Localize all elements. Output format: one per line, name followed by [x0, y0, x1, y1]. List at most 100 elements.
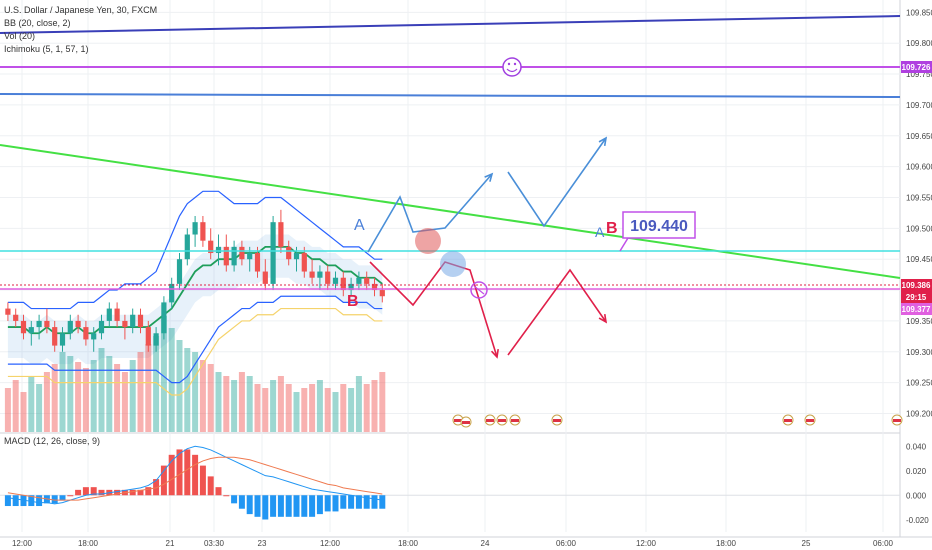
candle-body[interactable] [137, 314, 144, 328]
event-flag-stripe [454, 419, 462, 422]
candle-body[interactable] [184, 234, 190, 260]
candle-body[interactable] [309, 271, 315, 278]
volume-bar [324, 388, 331, 432]
crossed-circle-marker[interactable] [470, 281, 488, 299]
chart-legend: U.S. Dollar / Japanese Yen, 30, FXCM BB … [4, 4, 157, 56]
target-circle-blue[interactable] [440, 251, 466, 277]
candle-body[interactable] [208, 240, 214, 254]
candle-body[interactable] [91, 333, 97, 340]
candle-body[interactable] [20, 320, 27, 334]
price-tick-label: 109.350 [906, 317, 932, 326]
candle-body[interactable] [317, 271, 323, 278]
candle-body[interactable] [169, 283, 175, 303]
volume-bar [301, 388, 308, 432]
candle-body[interactable] [122, 320, 128, 328]
candle-body[interactable] [356, 277, 362, 284]
price-callout-box[interactable] [622, 211, 696, 239]
candle-body[interactable] [332, 277, 339, 284]
candle-body[interactable] [176, 259, 183, 284]
candle-body[interactable] [325, 271, 331, 284]
candle-body[interactable] [130, 314, 136, 328]
candle-body[interactable] [5, 308, 11, 315]
macd-histogram-bar [316, 495, 323, 515]
candle-body[interactable] [223, 246, 229, 266]
macd-histogram-bar [145, 487, 152, 496]
candle-body[interactable] [364, 277, 370, 284]
volume-bar [98, 348, 105, 432]
scenario-a-arrow-1[interactable] [367, 173, 493, 253]
candle-body[interactable] [301, 253, 307, 272]
ichimoku-indicator-label[interactable]: Ichimoku (5, 1, 57, 1) [4, 44, 89, 54]
candle-body[interactable] [161, 302, 167, 334]
candle-body[interactable] [270, 222, 276, 284]
annotation-a-label: A [354, 217, 365, 234]
volume-bar [145, 344, 152, 432]
candle-body[interactable] [247, 253, 253, 260]
volume-bar [176, 340, 183, 432]
candle-body[interactable] [13, 314, 19, 321]
macd-histogram-bar [231, 495, 238, 504]
candle-body[interactable] [52, 327, 58, 346]
price-tag [901, 291, 932, 303]
symbol-title: U.S. Dollar / Japanese Yen, 30, FXCM [4, 5, 158, 15]
candle-body[interactable] [44, 320, 50, 328]
macd-histogram-bar [262, 495, 269, 520]
time-tick-label: 18:00 [398, 539, 419, 548]
candle-body[interactable] [379, 290, 385, 297]
candle-body[interactable] [98, 320, 105, 334]
target-circle-red[interactable] [415, 228, 441, 254]
macd-tick-label: -0.020 [906, 516, 929, 525]
scenario-a-arrow-2[interactable] [507, 137, 607, 228]
candle-body[interactable] [106, 308, 112, 321]
candle-body[interactable] [293, 253, 300, 260]
candle-body[interactable] [75, 320, 81, 328]
event-flag-stripe [486, 419, 494, 422]
price-tag [901, 279, 932, 291]
scenario-b-arrow-2-head [598, 313, 608, 324]
trendline-top-blue[interactable] [0, 15, 901, 34]
candle-body[interactable] [215, 246, 222, 254]
candle-body[interactable] [114, 308, 120, 321]
volume-bar [262, 388, 269, 432]
trendline-green[interactable] [0, 144, 901, 279]
macd-indicator-label[interactable]: MACD (12, 26, close, 9) [4, 436, 101, 446]
scenario-b-arrow-2[interactable] [507, 268, 607, 356]
volume-bar [363, 384, 370, 432]
time-tick-label: 24 [481, 539, 490, 548]
volume-bar [129, 360, 136, 432]
price-tick-label: 109.750 [906, 70, 932, 79]
candle-body[interactable] [28, 327, 34, 334]
candle-body[interactable] [262, 271, 268, 284]
candle-body[interactable] [200, 222, 206, 241]
bb-indicator-label[interactable]: BB (20, close, 2) [4, 18, 71, 28]
volume-bar [43, 372, 50, 432]
trendline-blue[interactable] [0, 93, 901, 98]
candle-body[interactable] [59, 333, 66, 346]
time-tick-label: 03:30 [204, 539, 225, 548]
candle-body[interactable] [371, 283, 378, 291]
main-pane[interactable] [0, 0, 900, 432]
candle-body[interactable] [278, 222, 284, 247]
volume-indicator-label[interactable]: Vol (20) [4, 31, 36, 41]
candle-body[interactable] [153, 333, 159, 346]
candle-body[interactable] [348, 283, 354, 291]
candle-body[interactable] [145, 327, 151, 346]
candle-body[interactable] [36, 320, 42, 328]
candle-body[interactable] [192, 222, 198, 235]
volume-bar [231, 380, 238, 432]
candle-body[interactable] [67, 320, 73, 334]
macd-histogram-bar [12, 495, 19, 507]
volume-bar [309, 384, 316, 432]
price-tick-label: 109.200 [906, 409, 932, 418]
macd-histogram-bar [301, 495, 308, 517]
candle-body[interactable] [286, 246, 292, 260]
candle-body[interactable] [231, 246, 237, 266]
macd-histogram-bar [379, 495, 386, 509]
time-tick-label: 23 [258, 539, 267, 548]
volume-bar [192, 352, 199, 432]
candle-body[interactable] [83, 327, 89, 340]
candle-body[interactable] [239, 246, 245, 260]
candle-body[interactable] [254, 253, 261, 272]
candle-body[interactable] [340, 277, 346, 291]
